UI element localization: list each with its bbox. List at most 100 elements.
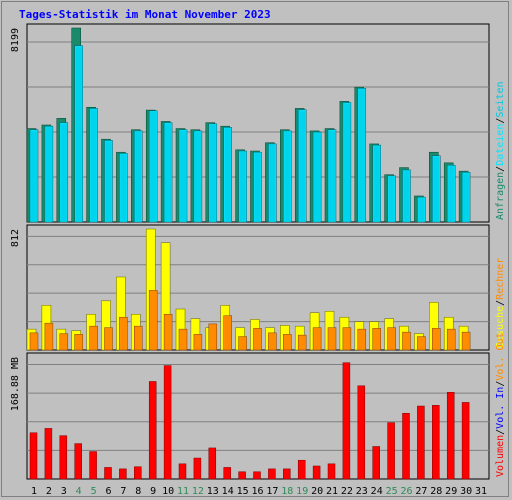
x-tick-label: 9 <box>150 486 156 497</box>
bar-sites <box>446 328 456 351</box>
bar-sites <box>312 327 322 351</box>
bar-pages <box>209 124 216 222</box>
bar-sites <box>253 328 262 351</box>
bar-volume <box>432 405 440 480</box>
bar-volume <box>387 422 395 480</box>
x-tick-label: 15 <box>237 486 249 497</box>
bar-sites <box>148 290 158 351</box>
bar-volume <box>327 463 336 480</box>
bar-sites <box>342 327 352 351</box>
legend-separator: / <box>495 300 506 306</box>
bar-pages <box>254 153 261 222</box>
bar-pages <box>120 154 127 222</box>
bar-sites <box>44 322 54 351</box>
x-tick-label: 22 <box>341 486 353 497</box>
x-tick-label: 20 <box>311 486 323 497</box>
x-tick-label: 4 <box>76 486 82 497</box>
bar-pages <box>135 131 142 222</box>
bar-sites <box>417 336 426 351</box>
bar-volume <box>238 471 246 480</box>
bar-pages <box>269 144 276 222</box>
bar-sites <box>208 323 218 351</box>
bar-volume <box>342 362 351 480</box>
x-tick-label: 19 <box>296 486 308 497</box>
legend-visits-sites: Besuche/Rechner <box>495 258 506 348</box>
bar-pages <box>31 130 37 222</box>
bar-sites <box>89 325 98 351</box>
x-tick-label: 30 <box>460 486 472 497</box>
x-tick-label: 31 <box>475 486 487 497</box>
x-tick-label: 25 <box>386 486 398 497</box>
bar-volume <box>193 457 202 480</box>
bar-volume <box>297 459 306 480</box>
bar-volume <box>446 392 455 480</box>
legend-item: Rechner <box>495 258 506 300</box>
bar-pages <box>45 127 52 222</box>
x-tick-label: 1 <box>31 486 37 497</box>
bar-pages <box>403 170 410 222</box>
bar-sites <box>357 328 367 351</box>
x-tick-label: 29 <box>445 486 457 497</box>
bar-volume <box>283 468 291 480</box>
bar-pages <box>448 166 455 222</box>
bar-volume <box>148 381 157 480</box>
x-tick-label: 6 <box>105 486 111 497</box>
bar-volume <box>223 467 231 480</box>
legend-separator: / <box>495 166 506 172</box>
bar-sites <box>268 332 277 351</box>
x-tick-label: 2 <box>46 486 52 497</box>
legend-item: Volumen <box>495 435 506 477</box>
bar-sites <box>119 316 128 351</box>
x-tick-label: 17 <box>266 486 278 497</box>
y-axis-max-label: 8199 <box>10 28 21 52</box>
x-tick-label: 7 <box>120 486 126 497</box>
bar-volume <box>178 463 187 480</box>
x-tick-label: 5 <box>91 486 97 497</box>
bar-sites <box>461 331 471 351</box>
page-title: Tages-Statistik im Monat November 2023 <box>19 8 271 21</box>
y-axis-max-label: 168.88 MB <box>10 357 21 411</box>
bar-sites <box>163 313 173 351</box>
bar-volume <box>253 471 261 480</box>
bar-volume <box>312 465 321 480</box>
bar-volume <box>59 435 68 480</box>
bar-pages <box>239 152 246 222</box>
bar-volume <box>163 365 172 480</box>
bar-pages <box>165 123 172 222</box>
legend-hits-files-pages: Anfragen/Dateien/Seiten <box>495 81 506 220</box>
bar-volume <box>89 451 97 480</box>
bar-pages <box>343 103 350 222</box>
legend-separator: / <box>495 381 506 387</box>
x-tick-label: 23 <box>356 486 368 497</box>
x-tick-label: 14 <box>222 486 234 497</box>
x-tick-label: 18 <box>281 486 293 497</box>
bar-volume <box>268 468 276 480</box>
y-axis-max-label: 812 <box>10 229 21 247</box>
legend-item: Dateien <box>495 124 506 166</box>
bar-volume <box>372 446 380 480</box>
bar-pages <box>329 130 335 222</box>
bar-sites <box>283 334 292 351</box>
bar-volume <box>134 466 142 480</box>
bar-sites <box>134 325 143 351</box>
x-tick-label: 3 <box>61 486 67 497</box>
bar-pages <box>60 123 67 222</box>
x-tick-label: 11 <box>177 486 189 497</box>
bar-volume <box>357 385 366 480</box>
bar-sites <box>193 334 203 351</box>
legend-separator: / <box>495 429 506 435</box>
bar-pages <box>433 156 440 222</box>
x-tick-label: 8 <box>135 486 141 497</box>
bar-volume <box>74 443 82 480</box>
legend-volume: Volumen/Vol. In/Vol. Out <box>495 332 506 477</box>
bar-sites <box>74 334 83 351</box>
bar-pages <box>194 131 201 222</box>
bar-sites <box>29 332 39 351</box>
bar-volume <box>119 468 127 480</box>
bar-pages <box>299 110 306 222</box>
bar-pages <box>224 128 231 222</box>
bar-volume <box>402 413 410 480</box>
bar-pages <box>75 46 82 222</box>
